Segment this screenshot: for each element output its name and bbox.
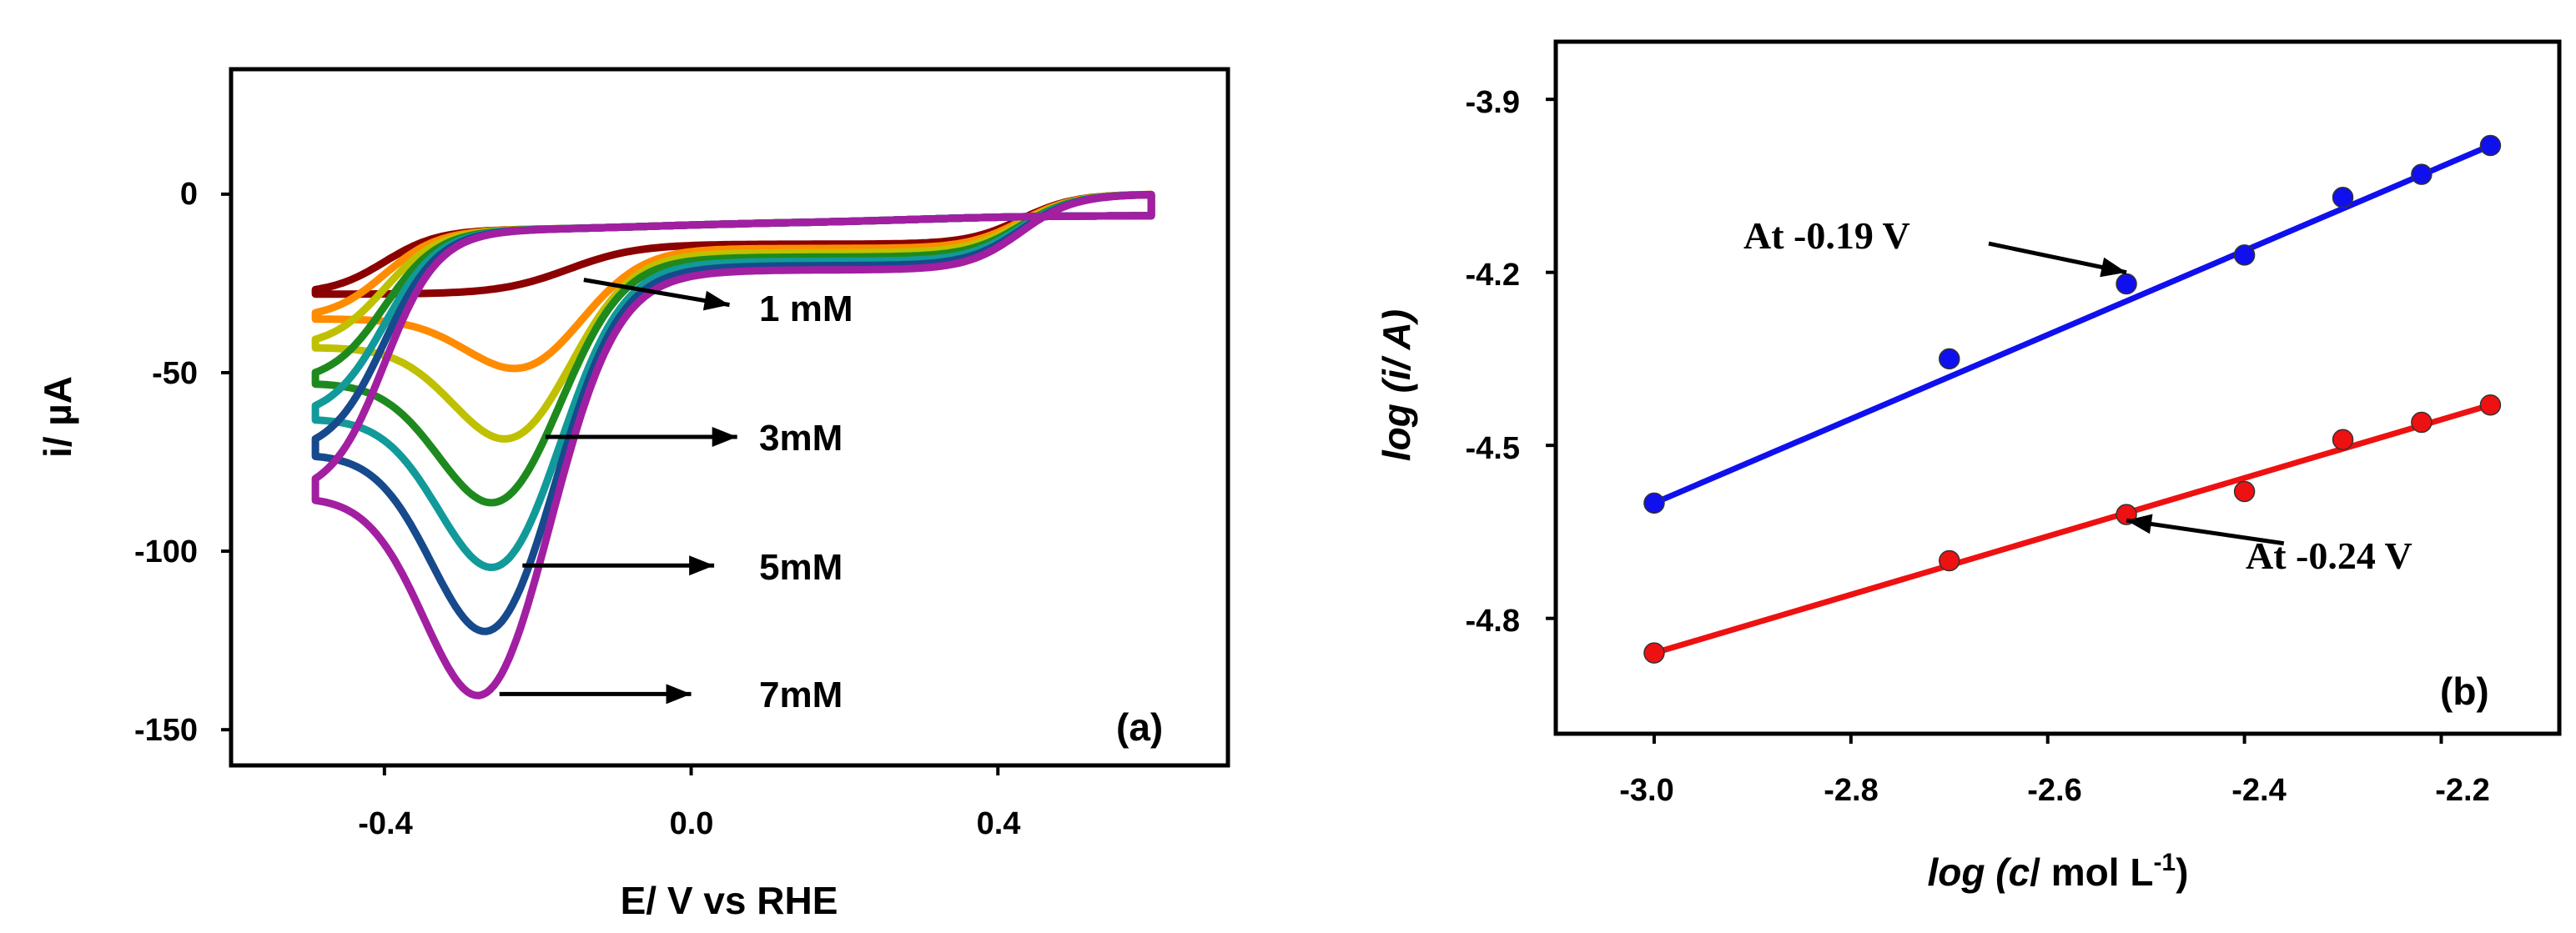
data-point xyxy=(2233,244,2256,266)
y-axis-title-a: i/ µA xyxy=(36,376,79,458)
data-point xyxy=(1643,492,1665,514)
label-1mm: 1 mM xyxy=(759,288,853,329)
x-tick-label: 0.4 xyxy=(977,806,1021,841)
x-axis-title-a: E/ V vs RHE xyxy=(621,879,838,922)
x-tick-label: -0.4 xyxy=(358,806,412,841)
arrow-b-0-head xyxy=(2100,257,2127,278)
arrow-b-1-head xyxy=(2126,514,2153,534)
y-tick-label: -150 xyxy=(134,713,198,748)
x-tick-label: -2.4 xyxy=(2231,773,2286,808)
annotation-arrows-b xyxy=(1988,241,2285,546)
arrow-b-1-shaft xyxy=(2126,518,2285,546)
label-7mm: 7mM xyxy=(759,675,843,715)
x-tick-label: -2.6 xyxy=(2027,773,2081,808)
fit-line-1 xyxy=(1653,402,2492,656)
concentration-arrows xyxy=(499,278,737,705)
arrow-a-1-head xyxy=(712,427,737,448)
x-tick-label: 0.0 xyxy=(670,806,714,841)
data-points xyxy=(1643,134,2502,664)
panel-label-b: (b) xyxy=(2440,670,2489,713)
y-tick-label: 0 xyxy=(180,177,198,212)
arrow-a-2-head xyxy=(689,555,715,576)
data-point xyxy=(2479,134,2502,157)
data-point xyxy=(2116,273,2137,295)
panel-label-a: (a) xyxy=(1116,705,1163,749)
y-axis-title-b: log (i/ A) xyxy=(1375,309,1418,461)
x-tick-label: -2.8 xyxy=(1824,773,1878,808)
x-axis-title-b: log (c/ mol L-1) xyxy=(1928,849,2189,894)
y-tick-label: -4.5 xyxy=(1466,431,1520,466)
data-point xyxy=(1643,642,1665,664)
panel-a-cyclic-voltammograms: -0.4 0.0 0.4 0 -50 -100 -150 E/ V vs RHE… xyxy=(36,67,1230,922)
y-tick-label: -100 xyxy=(134,534,198,569)
axis-ticks-b xyxy=(1546,98,2443,744)
axis-ticks-a xyxy=(221,192,1000,775)
fit-line-0 xyxy=(1653,143,2492,506)
x-tick-label: -2.2 xyxy=(2435,773,2489,808)
arrow-a-3-head xyxy=(666,684,692,705)
label-3mm: 3mM xyxy=(759,418,843,459)
y-tick-label: -4.8 xyxy=(1466,604,1520,639)
data-point xyxy=(2411,163,2433,185)
cv-curves xyxy=(311,190,1155,700)
panel-b-log-plot: -3.0 -2.8 -2.6 -2.4 -2.2 -3.9 -4.2 -4.5 … xyxy=(1375,39,2562,894)
x-tick-label: -3.0 xyxy=(1619,773,1673,808)
plot-frame-b xyxy=(1553,39,2562,736)
data-point xyxy=(1939,348,1960,370)
data-point xyxy=(2479,394,2502,416)
cv-curve-c7 xyxy=(311,191,1155,700)
label-at-019v: At -0.19 V xyxy=(1743,214,1910,257)
y-tick-label: -3.9 xyxy=(1466,85,1520,120)
data-point xyxy=(2411,411,2433,434)
plot-frame-a xyxy=(229,67,1230,768)
data-point xyxy=(1939,549,1960,572)
data-point xyxy=(2233,480,2256,503)
data-point xyxy=(2332,187,2354,208)
y-tick-label: -50 xyxy=(152,356,198,391)
arrow-a-0-head xyxy=(702,290,730,311)
data-point xyxy=(2332,429,2354,450)
label-at-024v: At -0.24 V xyxy=(2246,534,2412,577)
label-5mm: 5mM xyxy=(759,547,843,588)
y-tick-label: -4.2 xyxy=(1466,258,1520,293)
